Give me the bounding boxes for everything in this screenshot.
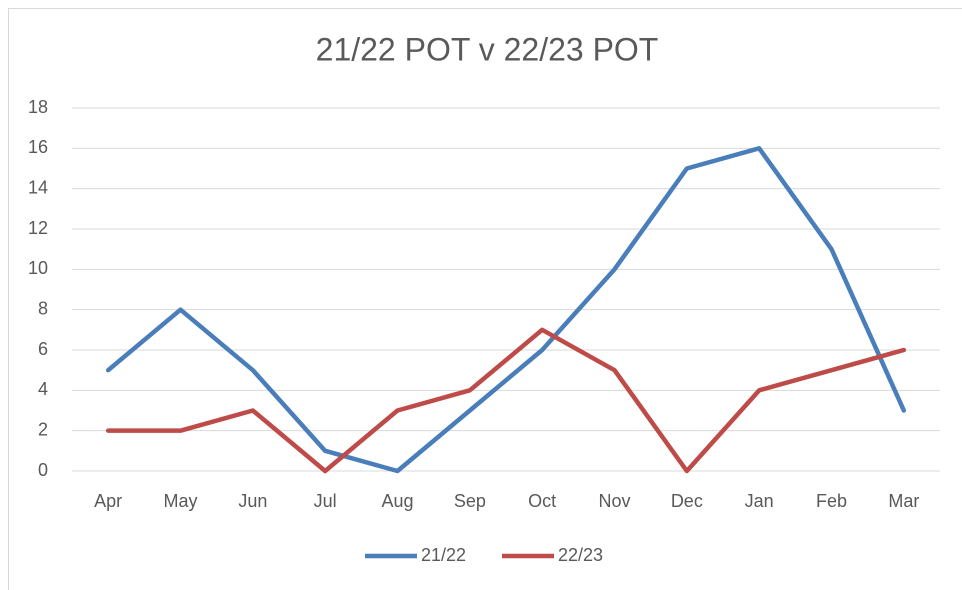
x-tick-label: Mar	[888, 491, 919, 511]
x-tick-label: Aug	[381, 491, 413, 511]
x-tick-label: Oct	[528, 491, 556, 511]
y-tick-label: 14	[28, 177, 48, 197]
y-tick-label: 2	[38, 419, 48, 439]
y-tick-label: 12	[28, 218, 48, 238]
y-tick-label: 18	[28, 97, 48, 117]
y-tick-label: 8	[38, 298, 48, 318]
y-tick-label: 0	[38, 460, 48, 480]
y-tick-label: 6	[38, 339, 48, 359]
x-tick-label: Apr	[94, 491, 122, 511]
x-tick-label: Jan	[745, 491, 774, 511]
chart-title: 21/22 POT v 22/23 POT	[316, 31, 659, 67]
x-tick-label: Jun	[238, 491, 267, 511]
x-tick-label: Dec	[671, 491, 703, 511]
x-tick-label: Jul	[314, 491, 337, 511]
y-tick-label: 4	[38, 379, 48, 399]
x-tick-label: Nov	[598, 491, 630, 511]
legend-label: 22/23	[558, 545, 603, 565]
y-tick-label: 10	[28, 258, 48, 278]
y-tick-label: 16	[28, 137, 48, 157]
series-line	[105, 327, 907, 474]
legend-label: 21/22	[421, 545, 466, 565]
series-line	[105, 146, 907, 474]
x-tick-label: Feb	[816, 491, 847, 511]
x-tick-label: Sep	[454, 491, 486, 511]
x-tick-label: May	[163, 491, 197, 511]
chart-frame	[8, 8, 962, 590]
